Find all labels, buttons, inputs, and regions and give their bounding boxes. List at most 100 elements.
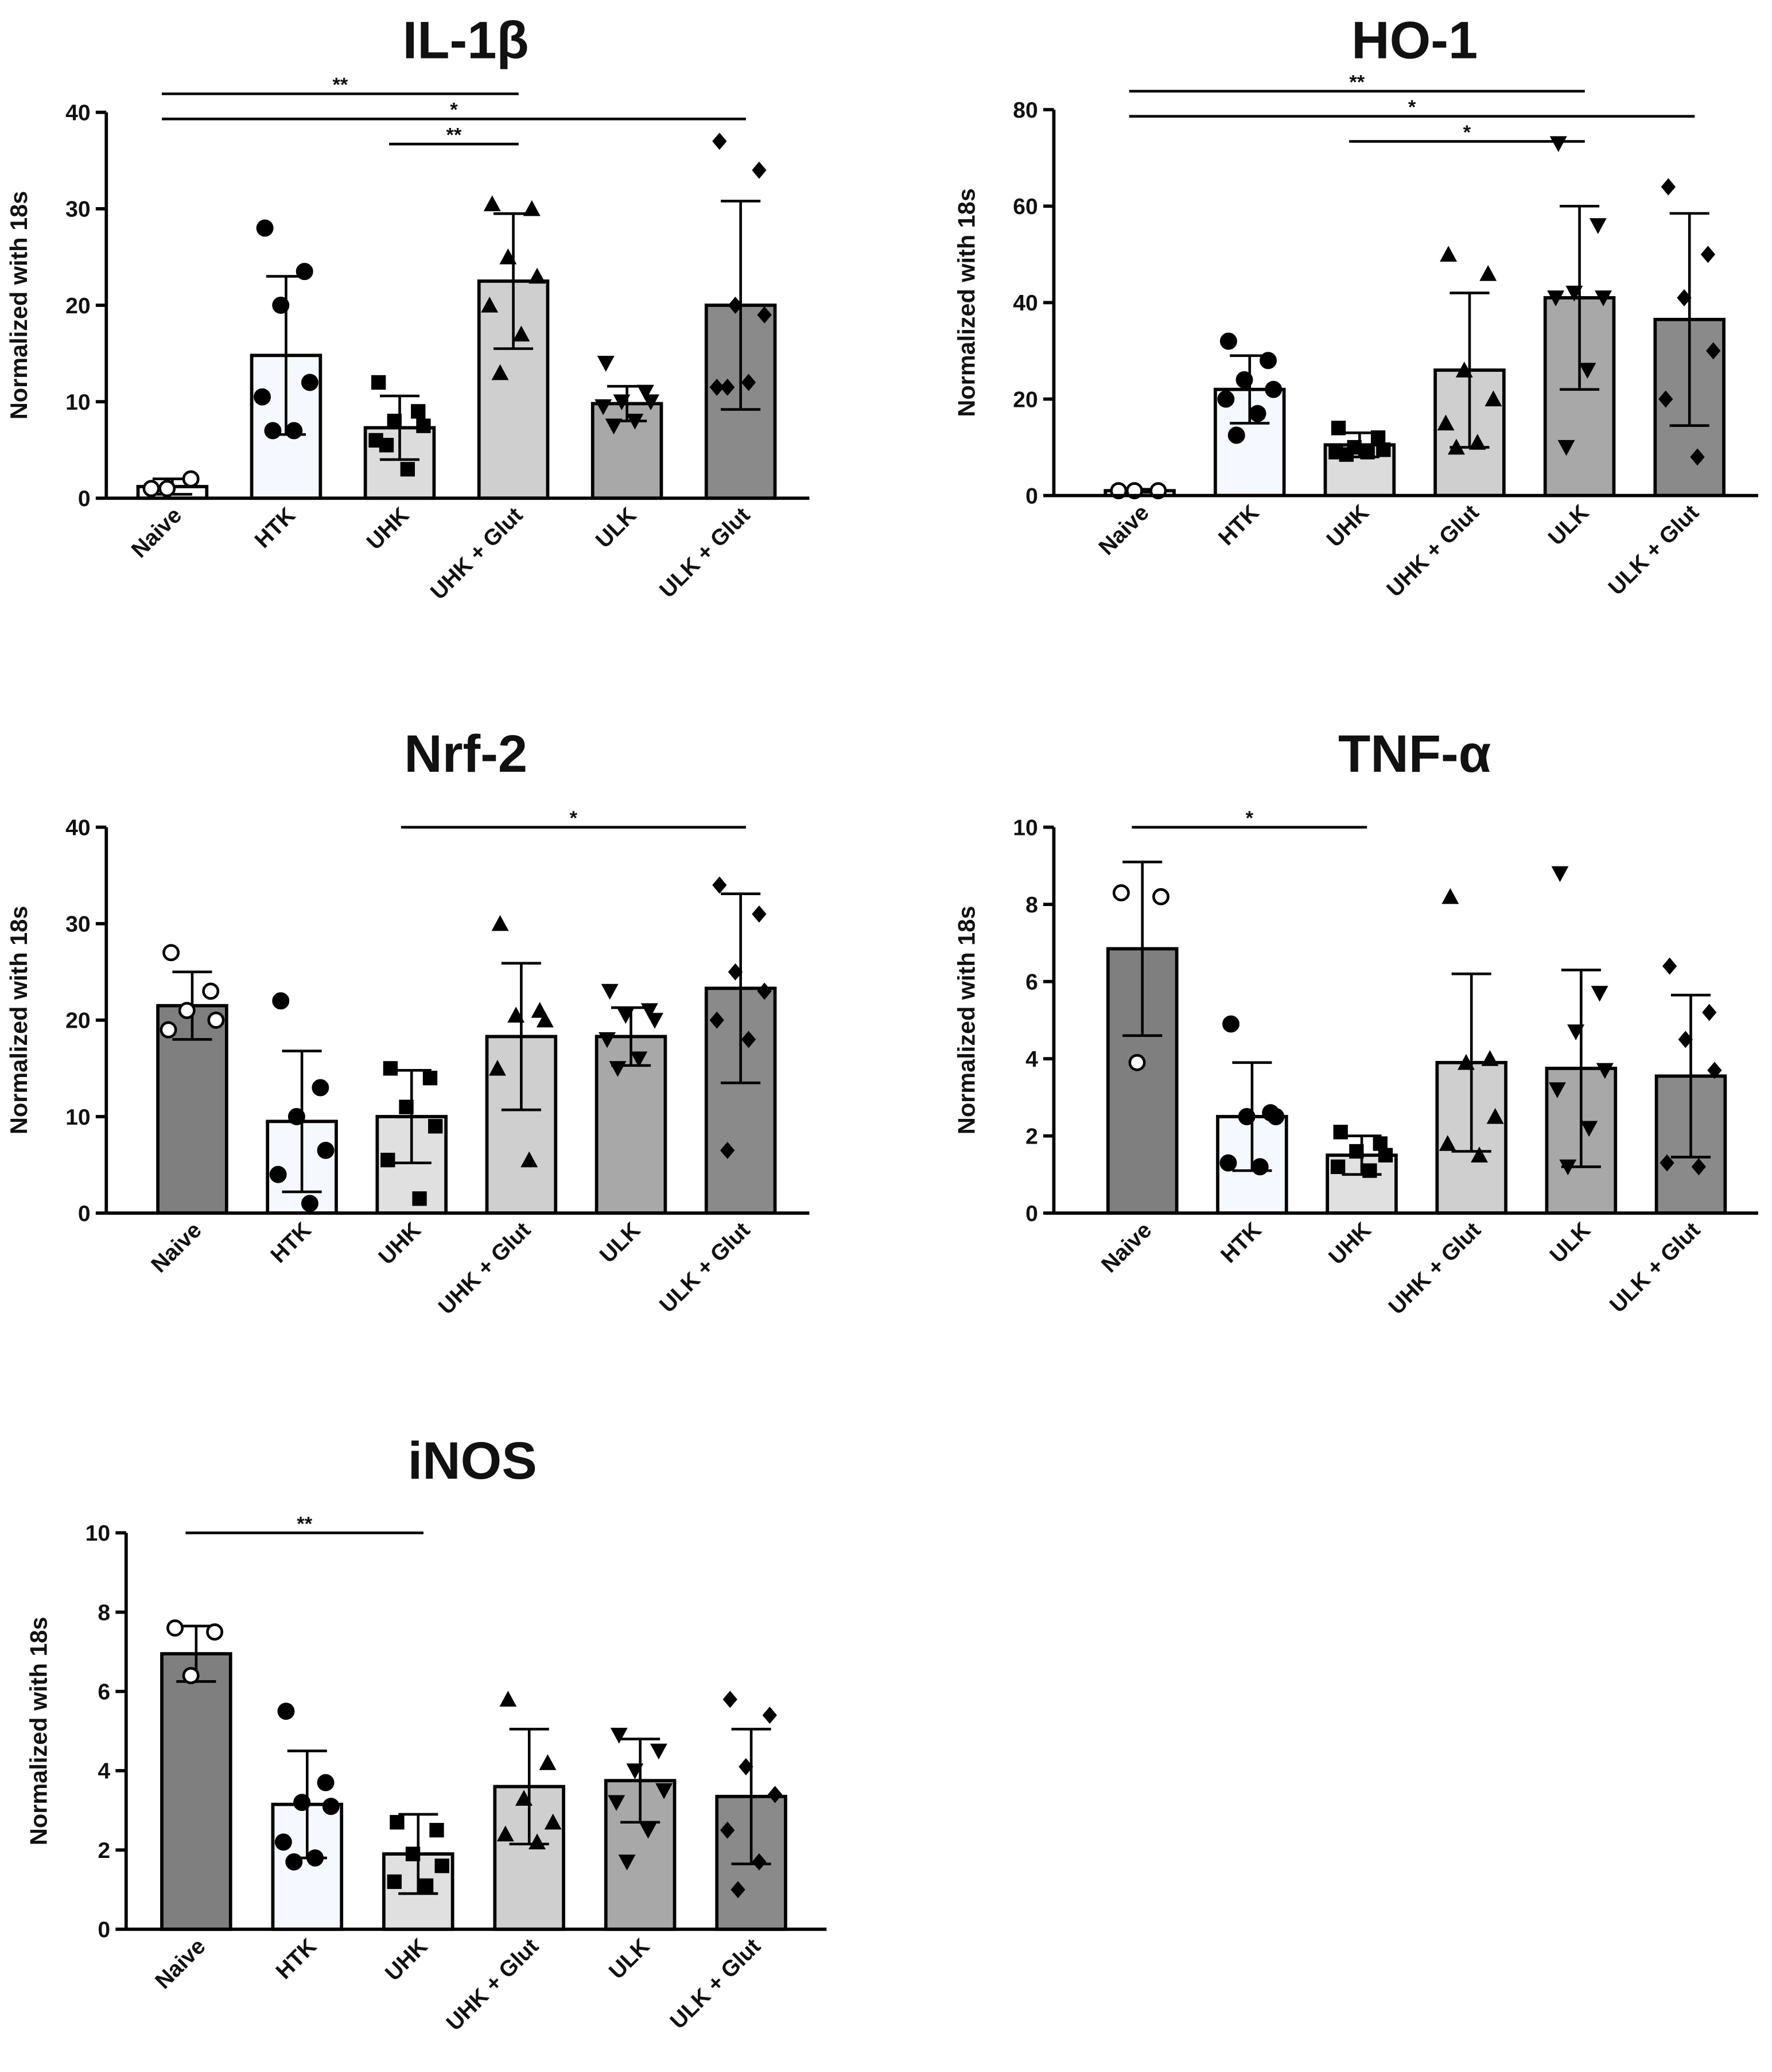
data-point — [418, 1878, 434, 1893]
data-point — [1222, 1015, 1240, 1033]
y-tick-label: 30 — [65, 912, 91, 937]
data-point — [371, 375, 386, 390]
data-point — [317, 1774, 335, 1791]
data-point — [608, 1795, 625, 1811]
y-tick-label: 20 — [1013, 387, 1038, 412]
data-point — [722, 1690, 737, 1708]
data-point — [380, 1152, 395, 1168]
data-point — [712, 876, 727, 894]
data-point — [1471, 1146, 1488, 1163]
data-point — [301, 374, 318, 391]
data-point — [597, 356, 615, 372]
data-point — [488, 1059, 506, 1076]
data-point — [626, 1763, 644, 1779]
data-point — [166, 1619, 184, 1637]
data-point — [762, 1706, 778, 1724]
data-point — [1378, 1148, 1393, 1163]
data-point — [1591, 986, 1608, 1002]
data-point — [544, 1813, 562, 1830]
error-bar — [1670, 993, 1711, 1159]
x-tick-label: HTK — [250, 503, 300, 553]
data-point — [741, 374, 756, 391]
data-point — [272, 297, 290, 314]
error-bar — [391, 1068, 432, 1164]
data-point — [1700, 246, 1716, 263]
data-point — [312, 1079, 329, 1097]
chart-title: HO-1 — [1351, 10, 1478, 69]
data-point — [496, 1825, 514, 1842]
data-point — [642, 394, 660, 411]
data-point — [613, 394, 631, 411]
y-tick-label: 0 — [1025, 484, 1038, 508]
data-point — [1549, 136, 1567, 152]
data-point — [520, 1151, 538, 1168]
data-point — [142, 480, 160, 497]
significance-label: * — [570, 807, 578, 829]
y-tick-label: 20 — [65, 1009, 91, 1033]
data-point — [594, 399, 612, 415]
data-point — [1447, 438, 1465, 455]
data-point — [1481, 1050, 1499, 1066]
data-point — [405, 1846, 421, 1861]
data-point — [752, 905, 767, 923]
y-tick-label: 60 — [1013, 195, 1038, 219]
data-point — [178, 1002, 196, 1020]
data-point — [1485, 390, 1502, 407]
data-point — [287, 1108, 305, 1125]
significance-label: ** — [1349, 71, 1365, 93]
data-point — [390, 1815, 405, 1830]
data-point — [1260, 352, 1277, 370]
y-tick-label: 0 — [98, 1918, 110, 1942]
data-point — [1235, 371, 1253, 388]
data-point — [1565, 285, 1583, 302]
data-point — [491, 915, 509, 931]
y-tick-label: 4 — [1025, 1047, 1038, 1072]
data-point — [206, 1623, 224, 1641]
data-point — [254, 388, 271, 406]
x-tick-label: ULK + Glut — [1604, 500, 1704, 600]
data-point — [1251, 1158, 1269, 1176]
data-point — [481, 297, 499, 313]
x-tick-label: HTK — [266, 1218, 316, 1268]
y-tick-label: 6 — [98, 1680, 110, 1705]
y-tick-label: 40 — [1013, 291, 1038, 316]
x-tick-label: UHK — [1322, 500, 1374, 552]
data-point — [515, 1790, 533, 1806]
y-axis-label: Normalized with 18s — [953, 906, 980, 1134]
data-point — [491, 364, 509, 380]
data-point — [1547, 290, 1565, 306]
data-point — [301, 1195, 318, 1212]
significance-label: ** — [297, 1513, 312, 1535]
chart-title: Nrf-2 — [404, 724, 527, 783]
data-point — [387, 1874, 402, 1890]
data-point — [400, 462, 415, 477]
data-point — [599, 1032, 616, 1048]
error-bar — [1122, 860, 1163, 1037]
y-axis-label: Normalized with 18s — [25, 1617, 52, 1845]
data-point — [162, 944, 180, 962]
data-point — [1567, 1024, 1585, 1041]
data-point — [160, 1021, 177, 1039]
data-point — [429, 1822, 444, 1838]
x-tick-label: HTK — [1216, 1218, 1266, 1268]
data-point — [256, 219, 274, 237]
chart-title: IL-1β — [403, 10, 529, 69]
y-tick-label: 4 — [98, 1759, 110, 1784]
x-tick-label: Naive — [1094, 500, 1154, 560]
data-point — [264, 422, 282, 440]
x-tick-label: UHK — [374, 1218, 426, 1269]
data-point — [1331, 421, 1346, 436]
y-tick-label: 10 — [86, 1521, 111, 1546]
data-point — [536, 1011, 554, 1028]
x-tick-label: HTK — [271, 1934, 321, 1984]
x-tick-label: ULK — [595, 1218, 645, 1268]
data-point — [507, 1006, 525, 1023]
error-bar — [1451, 972, 1491, 1153]
data-point — [1238, 1108, 1256, 1125]
data-point — [277, 1702, 295, 1720]
y-tick-label: 0 — [78, 487, 91, 511]
data-point — [499, 1690, 517, 1707]
y-tick-label: 10 — [1013, 815, 1038, 840]
data-point — [1249, 405, 1266, 422]
x-tick-label: ULK + Glut — [1605, 1218, 1705, 1317]
